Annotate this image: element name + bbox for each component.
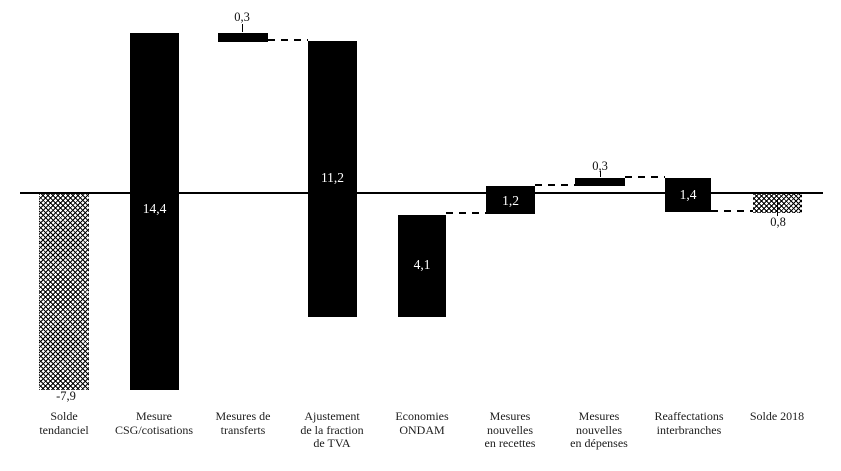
category-label-solde-tendanciel: Solde tendanciel [39,409,89,437]
value-label-solde-2018: 0,8 [770,215,786,229]
bar-mesures-nouvelles-recettes [486,186,535,214]
leader-tick-transferts [242,24,243,32]
connector-ondam-to-recettes [446,212,486,214]
bar-reaffectations-interbranches [665,178,711,212]
bar-mesures-nouvelles-depenses [575,178,625,186]
bar-mesure-csg-cotisations [130,33,179,390]
value-label-ondam: 4,1 [413,257,431,272]
category-label-economies-ondam: Economies ONDAM [395,409,449,437]
leader-tick-depenses [600,171,601,177]
connector-recettes-to-depenses [535,184,575,186]
connector-depenses-to-interbranches [625,176,665,178]
bar-solde-tendanciel [39,194,89,390]
value-label-tva: 11,2 [320,170,345,185]
category-label-reaffectations-interbranches: Reaffectations interbranches [654,409,724,437]
category-label-mesures-nouvelles-depenses: Mesures nouvelles en dépenses [570,409,628,450]
bar-economies-ondam [398,215,446,317]
connector-transferts-to-tva [268,39,308,41]
value-label-transferts: 0,3 [234,10,250,24]
category-label-ajustement-fraction-tva: Ajustement de la fraction de TVA [300,409,364,450]
leader-tick-solde2018 [777,199,778,216]
value-label-mesure-csg: 14,4 [142,201,167,216]
value-label-depenses: 0,3 [592,159,608,173]
category-label-mesure-csg-cotisations: Mesure CSG/cotisations [114,409,193,437]
value-label-interbranches: 1,4 [679,187,697,202]
x-axis-line [20,192,823,194]
connector-interbranches-to-solde2018 [711,210,753,212]
value-label-recettes: 1,2 [502,193,519,208]
category-label-mesures-de-transferts: Mesures de transferts [215,409,271,437]
value-label-solde-tendanciel: -7,9 [56,389,76,403]
bar-ajustement-fraction-tva [308,41,357,317]
category-label-solde-2018: Solde 2018 [749,409,805,423]
bar-mesures-de-transferts [218,33,268,42]
category-label-mesures-nouvelles-recettes: Mesures nouvelles en recettes [484,409,536,450]
